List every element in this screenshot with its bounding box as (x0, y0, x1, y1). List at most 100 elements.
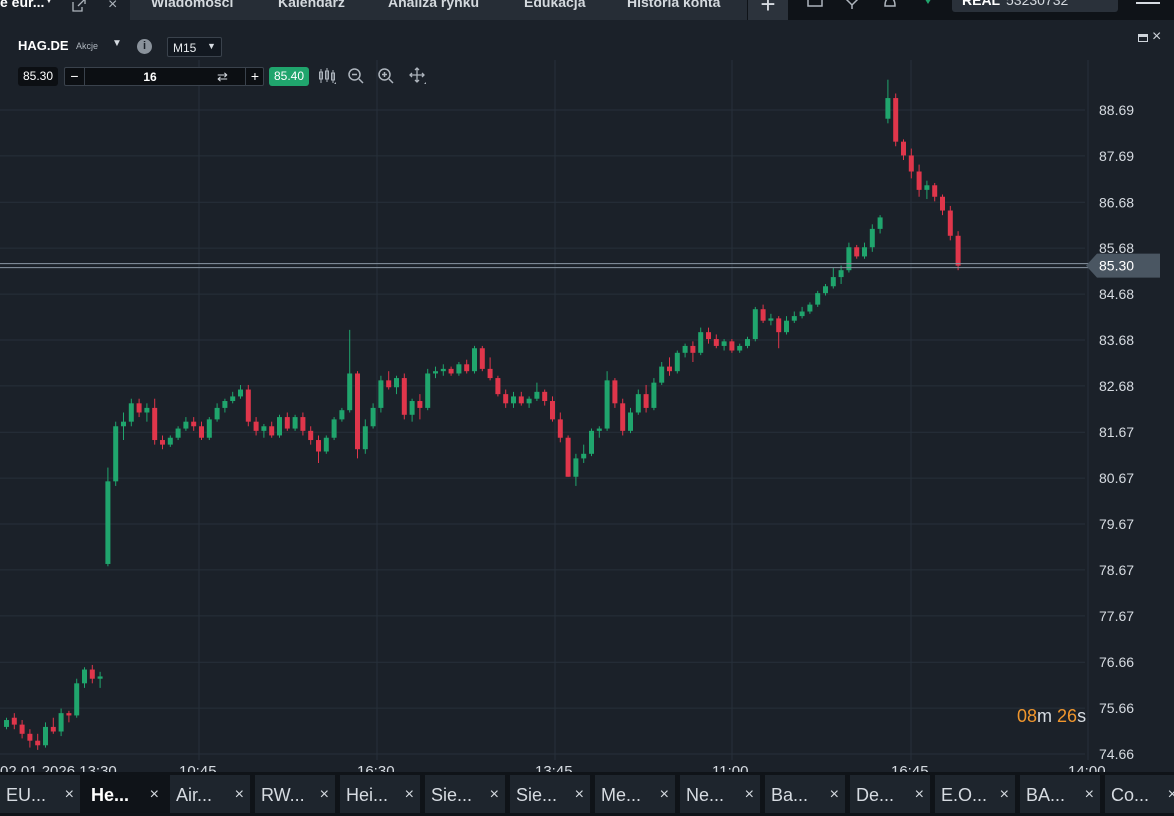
candle-body[interactable] (854, 247, 860, 257)
candle-body[interactable] (799, 311, 805, 317)
candle-body[interactable] (448, 368, 454, 374)
account-selector[interactable]: REAL 53230732 (952, 0, 1118, 12)
candle-body[interactable] (89, 669, 95, 679)
candle-body[interactable] (440, 368, 446, 372)
candle-body[interactable] (901, 141, 906, 156)
chevron-down-icon[interactable]: ▼ (112, 38, 122, 49)
instrument-tab[interactable]: Ne... × (680, 775, 760, 813)
close-icon[interactable]: × (659, 786, 669, 803)
status-icon[interactable] (919, 0, 937, 10)
instrument-tab[interactable]: Co... × (1105, 775, 1174, 813)
candle-body[interactable] (261, 426, 267, 431)
close-icon[interactable]: × (1167, 786, 1174, 803)
candle-body[interactable] (495, 378, 501, 395)
close-icon[interactable]: × (319, 786, 329, 803)
instrument-tab[interactable]: Air... × (170, 775, 250, 813)
instrument-tab[interactable]: E.O... × (935, 775, 1015, 813)
candle-body[interactable] (160, 440, 165, 445)
instrument-tab[interactable]: Ba... × (765, 775, 845, 813)
close-icon[interactable]: × (404, 786, 414, 803)
close-icon[interactable]: × (489, 786, 499, 803)
candle-body[interactable] (105, 481, 111, 564)
minimize-icon[interactable] (1138, 34, 1148, 42)
instrument-tab[interactable]: Sie... × (510, 775, 590, 813)
candle-body[interactable] (43, 726, 48, 746)
candle-body[interactable] (877, 217, 883, 229)
close-icon[interactable]: × (829, 786, 839, 803)
candle-body[interactable] (456, 364, 462, 374)
candle-body[interactable] (596, 428, 602, 431)
timeframe-select[interactable]: M15 ▼ (167, 37, 222, 57)
candle-body[interactable] (121, 421, 126, 427)
candle-body[interactable] (19, 724, 25, 734)
candle-body[interactable] (433, 371, 438, 374)
candle-body[interactable] (417, 401, 423, 408)
candle-body[interactable] (893, 98, 899, 142)
candle-body[interactable] (534, 391, 540, 399)
candle-body[interactable] (729, 341, 735, 351)
candle-body[interactable] (659, 366, 665, 383)
candle-body[interactable] (113, 426, 119, 482)
candle-body[interactable] (339, 410, 345, 420)
candle-body[interactable] (401, 378, 407, 415)
candle-body[interactable] (214, 407, 220, 420)
close-icon[interactable]: × (574, 786, 584, 803)
candle-body[interactable] (503, 394, 509, 404)
candle-body[interactable] (378, 380, 384, 408)
candle-body[interactable] (846, 247, 852, 271)
candle-body[interactable] (35, 740, 41, 746)
candle-body[interactable] (206, 419, 212, 438)
candle-body[interactable] (916, 171, 922, 190)
close-icon[interactable]: × (149, 786, 159, 803)
candle-body[interactable] (643, 394, 649, 408)
menu-icon[interactable] (1136, 0, 1160, 10)
candle-body[interactable] (394, 378, 399, 388)
close-icon[interactable]: × (1152, 28, 1162, 45)
nav-education[interactable]: Edukacja (524, 0, 586, 10)
candle-body[interactable] (331, 419, 337, 438)
candle-body[interactable] (409, 401, 415, 415)
candle-body[interactable] (550, 401, 555, 420)
candle-body[interactable] (932, 185, 938, 197)
candle-body[interactable] (167, 437, 173, 445)
zoom-out-icon[interactable] (347, 67, 365, 85)
close-icon[interactable]: × (914, 786, 924, 803)
popout-icon[interactable] (72, 0, 86, 12)
candle-body[interactable] (807, 304, 813, 312)
close-icon[interactable]: × (64, 786, 74, 803)
candle-body[interactable] (667, 366, 672, 372)
candle-body[interactable] (869, 228, 875, 248)
candle-body[interactable] (316, 440, 321, 452)
candle-body[interactable] (191, 421, 197, 427)
increase-button[interactable]: + (245, 68, 264, 85)
candle-body[interactable] (136, 403, 142, 413)
buy-price-button[interactable]: 85.40 (269, 67, 309, 86)
candle-body[interactable] (58, 713, 64, 732)
candle-body[interactable] (152, 407, 158, 441)
candle-body[interactable] (464, 364, 470, 372)
candle-body[interactable] (472, 348, 477, 372)
instrument-tab[interactable]: Me... × (595, 775, 675, 813)
candle-body[interactable] (370, 407, 376, 427)
instrument-tab[interactable]: EU... × (0, 775, 80, 813)
candle-body[interactable] (222, 401, 228, 408)
candle-body[interactable] (908, 155, 914, 172)
candle-body[interactable] (97, 676, 103, 679)
candle-body[interactable] (362, 426, 368, 450)
candle-body[interactable] (230, 396, 236, 402)
candle-body[interactable] (284, 417, 290, 429)
candle-body[interactable] (27, 733, 33, 741)
candle-body[interactable] (682, 345, 688, 353)
candle-body[interactable] (175, 428, 181, 438)
close-icon[interactable]: × (108, 0, 118, 13)
bell-icon[interactable] (881, 0, 899, 10)
candle-body[interactable] (862, 247, 867, 257)
candle-body[interactable] (565, 437, 571, 477)
candle-body[interactable] (581, 453, 587, 459)
candle-body[interactable] (768, 318, 774, 321)
close-icon[interactable]: × (999, 786, 1009, 803)
instrument-tab[interactable]: Hei... × (340, 775, 420, 813)
chevron-down-icon[interactable]: ▼ (44, 0, 54, 6)
crosshair-icon[interactable] (408, 67, 426, 85)
close-icon[interactable]: × (234, 786, 244, 803)
